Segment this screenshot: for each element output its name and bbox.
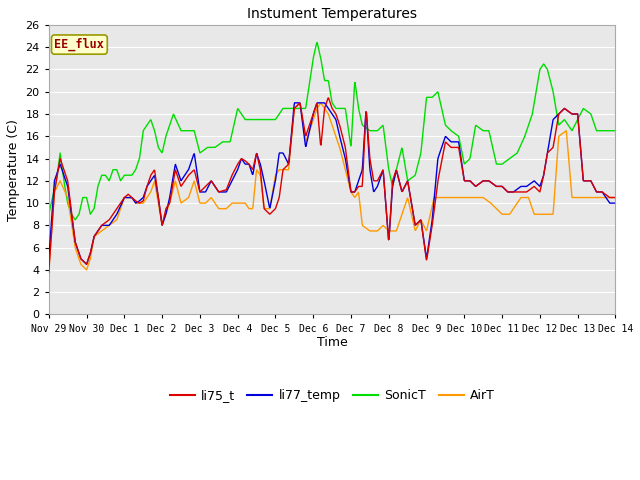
X-axis label: Time: Time — [317, 336, 348, 349]
AirT — [140, 199, 148, 204]
AirT — [45, 267, 52, 273]
li75_t — [45, 269, 52, 275]
li75_t — [120, 195, 128, 201]
Line: li77_temp: li77_temp — [49, 103, 616, 264]
SonicT — [314, 40, 321, 46]
SonicT — [612, 128, 620, 133]
Line: AirT: AirT — [49, 103, 616, 270]
AirT — [120, 196, 128, 202]
SonicT — [291, 106, 299, 111]
AirT — [355, 192, 363, 197]
AirT — [296, 100, 303, 106]
li75_t — [236, 158, 244, 164]
li75_t — [343, 157, 351, 163]
li75_t — [324, 95, 332, 101]
AirT — [291, 105, 298, 111]
li77_temp — [291, 100, 298, 106]
AirT — [612, 195, 620, 201]
li75_t — [140, 194, 148, 200]
li77_temp — [120, 195, 128, 201]
li77_temp — [292, 100, 300, 106]
AirT — [236, 200, 244, 206]
li77_temp — [45, 256, 52, 262]
SonicT — [120, 172, 128, 178]
li77_temp — [355, 176, 363, 181]
AirT — [343, 173, 351, 179]
Title: Instument Temperatures: Instument Temperatures — [247, 7, 417, 21]
li75_t — [612, 195, 620, 201]
li77_temp — [141, 190, 148, 196]
Line: li75_t: li75_t — [49, 98, 616, 272]
li75_t — [291, 105, 298, 111]
SonicT — [141, 126, 148, 132]
li77_temp — [612, 200, 620, 206]
Line: SonicT: SonicT — [49, 43, 616, 220]
li77_temp — [83, 262, 90, 267]
SonicT — [355, 109, 363, 115]
SonicT — [45, 211, 52, 217]
li75_t — [355, 183, 363, 189]
Text: EE_flux: EE_flux — [54, 38, 104, 51]
SonicT — [236, 109, 244, 115]
Legend: li75_t, li77_temp, SonicT, AirT: li75_t, li77_temp, SonicT, AirT — [164, 384, 500, 408]
SonicT — [344, 120, 351, 126]
Y-axis label: Temperature (C): Temperature (C) — [7, 119, 20, 221]
li77_temp — [236, 159, 244, 165]
SonicT — [72, 217, 79, 223]
li77_temp — [344, 168, 351, 174]
